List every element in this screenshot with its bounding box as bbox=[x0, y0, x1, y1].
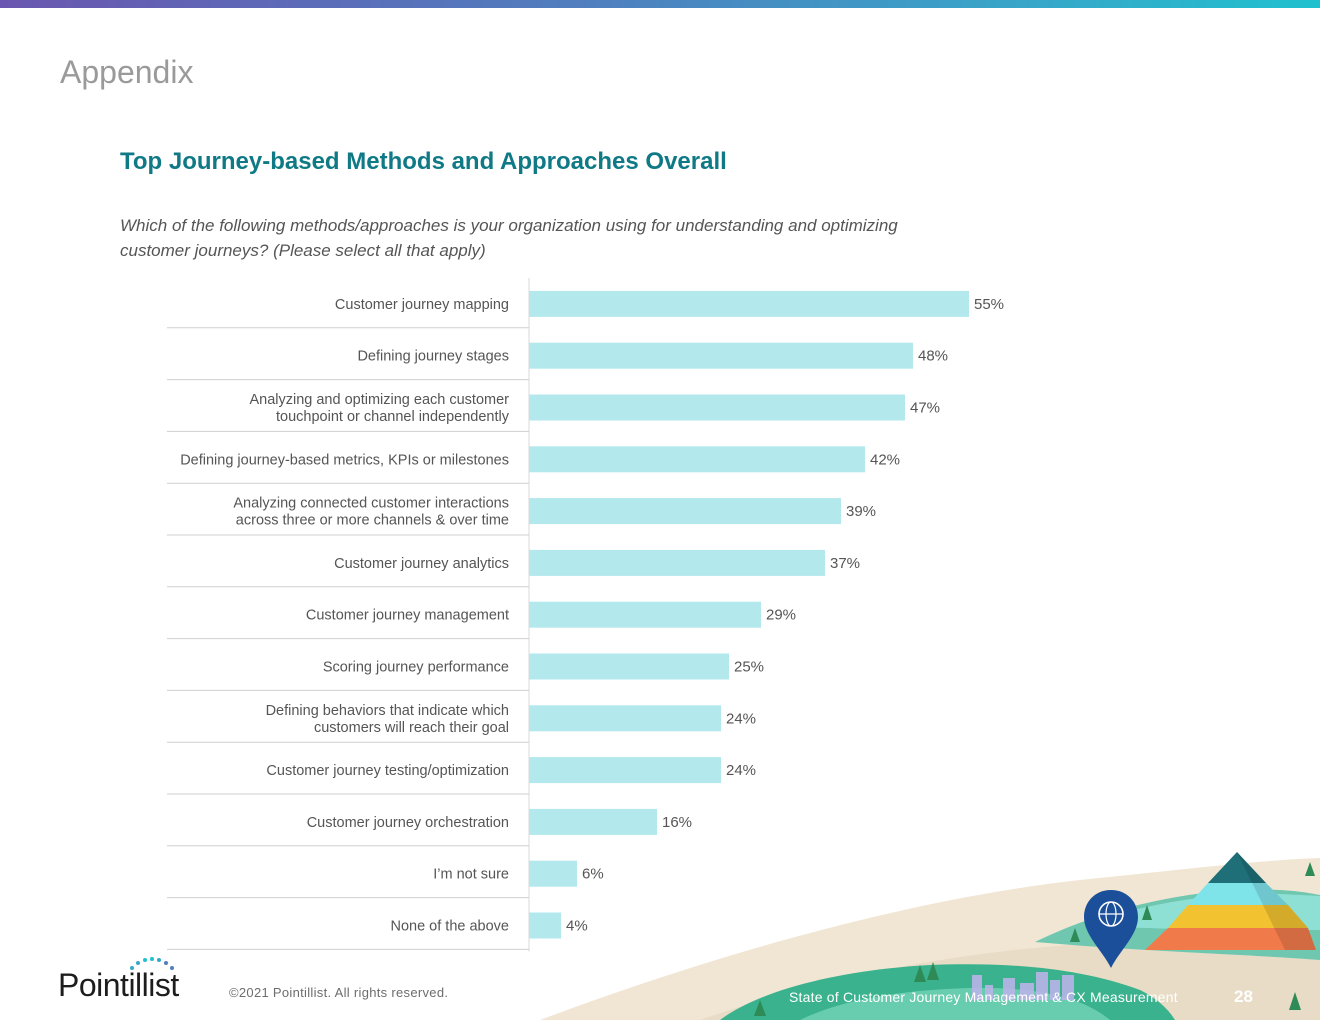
category-label-line: Scoring journey performance bbox=[323, 660, 509, 676]
category-label: None of the above bbox=[390, 919, 509, 935]
bar-value-label: 24% bbox=[726, 710, 756, 727]
bar-13 bbox=[529, 912, 561, 939]
category-label: Customer journey management bbox=[306, 608, 509, 624]
city-buildings-icon bbox=[972, 972, 1074, 1000]
bar-value-label: 4% bbox=[566, 918, 588, 935]
category-label-line: Customer journey orchestration bbox=[307, 815, 509, 831]
category-label: Analyzing connected customer interaction… bbox=[233, 496, 509, 529]
bar-value-label: 47% bbox=[910, 400, 940, 417]
category-label: Customer journey testing/optimization bbox=[266, 763, 509, 779]
bar-value-label: 16% bbox=[662, 814, 692, 831]
category-label-line: Analyzing connected customer interaction… bbox=[233, 496, 509, 512]
bar-value-label: 25% bbox=[734, 659, 764, 676]
category-label-line: None of the above bbox=[390, 919, 509, 935]
pyramid-icon bbox=[1145, 852, 1316, 950]
bar-2 bbox=[529, 342, 913, 369]
category-label: I’m not sure bbox=[433, 867, 509, 883]
bar-11 bbox=[529, 808, 657, 835]
bar-value-label: 42% bbox=[870, 451, 900, 468]
logo-wordmark: Pointillist bbox=[58, 967, 179, 1003]
category-label-line: Defining journey-based metrics, KPIs or … bbox=[180, 452, 509, 468]
logo-dots-icon bbox=[130, 957, 174, 970]
category-label: Customer journey analytics bbox=[334, 556, 509, 572]
category-label-line: Customer journey analytics bbox=[334, 556, 509, 572]
location-pin-icon bbox=[1084, 890, 1138, 968]
category-label-line: Defining behaviors that indicate which bbox=[266, 703, 509, 719]
bar-value-label: 55% bbox=[974, 296, 1004, 313]
bar-8 bbox=[529, 653, 729, 680]
bar-value-label: 39% bbox=[846, 503, 876, 520]
chart-title: Top Journey-based Methods and Approaches… bbox=[120, 148, 727, 175]
bar-5 bbox=[529, 498, 841, 525]
category-label-line: Customer journey testing/optimization bbox=[266, 763, 509, 779]
category-label-line: customers will reach their goal bbox=[314, 720, 509, 736]
category-label-line: Customer journey management bbox=[306, 608, 509, 624]
section-title: Appendix bbox=[60, 54, 194, 90]
category-label: Customer journey orchestration bbox=[307, 815, 509, 831]
category-label-line: across three or more channels & over tim… bbox=[236, 513, 509, 529]
category-label-line: Customer journey mapping bbox=[335, 297, 509, 313]
bar-value-label: 24% bbox=[726, 762, 756, 779]
category-label: Defining behaviors that indicate which cu… bbox=[266, 703, 509, 736]
bar-7 bbox=[529, 601, 761, 628]
bar-1 bbox=[529, 290, 969, 317]
survey-question: Which of the following methods/approache… bbox=[120, 216, 898, 260]
bar-3 bbox=[529, 394, 905, 421]
bar-9 bbox=[529, 705, 721, 732]
category-label: Analyzing and optimizing each customer to… bbox=[249, 392, 509, 425]
bar-value-label: 6% bbox=[582, 866, 604, 883]
trees-icon bbox=[754, 862, 1315, 1016]
pointillist-logo: Pointillist bbox=[58, 955, 203, 1005]
page-number: 28 bbox=[1234, 987, 1253, 1006]
top-gradient-bar bbox=[0, 0, 1320, 8]
category-label-line: I’m not sure bbox=[433, 867, 509, 883]
category-label: Defining journey-based metrics, KPIs or … bbox=[180, 452, 509, 468]
bar-4 bbox=[529, 446, 865, 473]
bar-value-label: 37% bbox=[830, 555, 860, 572]
bar-value-label: 48% bbox=[918, 348, 948, 365]
bar-6 bbox=[529, 549, 825, 576]
category-label-line: Defining journey stages bbox=[357, 349, 509, 365]
bar-12 bbox=[529, 860, 577, 887]
report-title: State of Customer Journey Management & C… bbox=[789, 989, 1178, 1005]
category-label: Scoring journey performance bbox=[323, 660, 509, 676]
bar-value-label: 29% bbox=[766, 607, 796, 624]
category-label-line: touchpoint or channel independently bbox=[276, 409, 510, 425]
category-label-line: Analyzing and optimizing each customer bbox=[249, 392, 509, 408]
bar-10 bbox=[529, 757, 721, 784]
category-label: Customer journey mapping bbox=[335, 297, 509, 313]
category-label: Defining journey stages bbox=[357, 349, 509, 365]
copyright-text: ©2021 Pointillist. All rights reserved. bbox=[229, 985, 449, 1000]
